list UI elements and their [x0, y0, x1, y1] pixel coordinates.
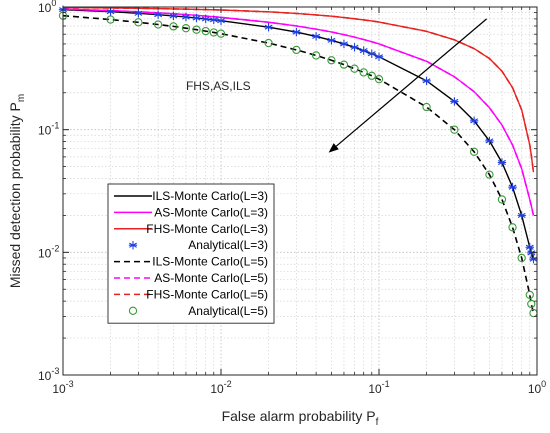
- data-point: [367, 71, 376, 80]
- data-point: [153, 20, 163, 29]
- legend-item: ILS-Monte Carlo(L=5): [114, 255, 268, 269]
- data-point: [359, 46, 368, 55]
- data-point: [450, 97, 459, 106]
- y-tick-label: 100: [38, 0, 56, 15]
- series-line: [62, 6, 535, 173]
- data-point: [469, 116, 479, 126]
- data-point: [469, 147, 479, 156]
- x-tick-label: 10-3: [52, 379, 73, 396]
- data-point: [339, 60, 349, 69]
- data-point: [216, 16, 226, 25]
- legend-marker: [128, 306, 138, 315]
- data-point: [359, 68, 368, 77]
- legend-label: AS-Monte Carlo(L=3): [154, 205, 268, 219]
- legend-label: FHS-Monte Carlo(L=5): [146, 287, 268, 301]
- data-point: [192, 13, 201, 23]
- series-line: [62, 8, 535, 216]
- data-point: [181, 24, 191, 33]
- data-point: [327, 56, 336, 65]
- legend-label: AS-Monte Carlo(L=5): [154, 271, 268, 285]
- legend-item: Analytical(L=5): [128, 304, 268, 318]
- data-point: [264, 22, 273, 32]
- data-point: [106, 7, 115, 16]
- ticks: 10-3 10-2 10-1 100 10-3 10-2 10-1 100: [38, 0, 546, 396]
- legend-marker: [128, 241, 138, 250]
- legend-item: AS-Monte Carlo(L=5): [114, 271, 268, 285]
- data-point: [339, 39, 349, 49]
- x-axis-label: False alarm probability Pf: [222, 408, 379, 428]
- legend-label: ILS-Monte Carlo(L=3): [152, 189, 268, 203]
- data-point: [508, 223, 517, 232]
- data-point: [153, 10, 163, 19]
- data-point: [485, 136, 494, 146]
- data-point: [525, 290, 534, 300]
- data-point: [374, 75, 384, 84]
- x-tick-label: 10-1: [368, 379, 389, 396]
- data-point: [450, 125, 459, 134]
- y-tick-label: 10-2: [38, 243, 59, 260]
- data-point: [350, 43, 359, 52]
- data-point: [367, 49, 376, 58]
- data-point: [292, 27, 301, 37]
- legend-item: FHS-Monte Carlo(L=3): [114, 222, 268, 236]
- data-point: [422, 76, 431, 86]
- y-tick-label: 10-3: [38, 366, 59, 383]
- data-point: [327, 36, 336, 45]
- legend-label: Analytical(L=3): [188, 238, 268, 252]
- data-point: [209, 15, 218, 25]
- data-point: [181, 12, 191, 22]
- y-tick-label: 10-1: [38, 121, 59, 138]
- data-point: [525, 243, 534, 252]
- data-point: [169, 11, 178, 21]
- legend-label: FHS-Monte Carlo(L=3): [146, 222, 268, 236]
- data-point: [134, 9, 143, 18]
- annotation: FHS,AS,ILS: [186, 18, 488, 153]
- data-point: [517, 211, 526, 220]
- data-point: [485, 170, 494, 179]
- legend-label: Analytical(L=5): [188, 304, 268, 318]
- data-point: [422, 102, 431, 112]
- annotation-arrowhead: [328, 143, 339, 153]
- data-point: [374, 52, 384, 61]
- legend-box: [107, 183, 275, 324]
- legend-item: AS-Monte Carlo(L=3): [114, 205, 268, 219]
- data-point: [497, 158, 507, 167]
- legend-label: ILS-Monte Carlo(L=5): [152, 255, 268, 269]
- data-point: [497, 195, 507, 204]
- plot-frame: [62, 6, 538, 376]
- data-point: [508, 182, 517, 192]
- data-point: [201, 14, 210, 24]
- data-point: [192, 25, 201, 34]
- data-point: [264, 38, 273, 48]
- y-axis-label: Missed detection probability Pm: [7, 94, 27, 288]
- data-point: [134, 18, 143, 27]
- data-point: [311, 32, 321, 41]
- x-tick-label: 10-2: [210, 379, 231, 396]
- data-point: [169, 22, 178, 31]
- data-point: [201, 26, 210, 36]
- legend-item: ILS-Monte Carlo(L=3): [114, 189, 268, 203]
- data-point: [527, 248, 536, 258]
- legend-item: FHS-Monte Carlo(L=5): [114, 287, 268, 301]
- annotation-text: FHS,AS,ILS: [186, 79, 251, 93]
- data-point: [216, 29, 226, 38]
- legend: ILS-Monte Carlo(L=3) AS-Monte Carlo(L=3) F…: [107, 183, 275, 324]
- data-point: [527, 299, 536, 309]
- data-point: [517, 253, 526, 263]
- annotation-arrow: [335, 18, 488, 147]
- data-point: [350, 64, 359, 73]
- marker-layer: [58, 5, 538, 318]
- data-point: [106, 15, 115, 24]
- x-tick-label: 100: [528, 379, 546, 396]
- legend-item: Analytical(L=3): [128, 238, 268, 252]
- data-point: [311, 51, 321, 60]
- data-point: [292, 45, 301, 55]
